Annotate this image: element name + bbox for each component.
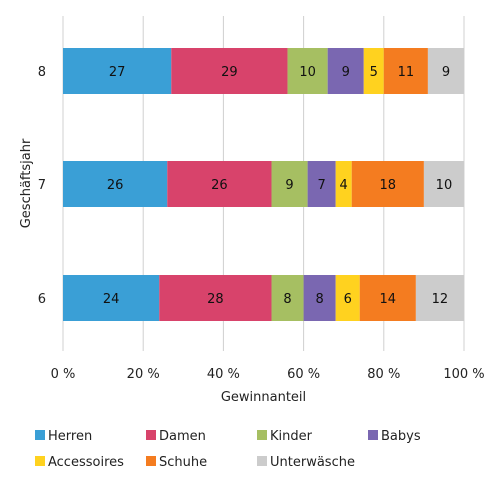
x-tick-label: 60 %	[287, 367, 320, 382]
legend-label: Kinder	[270, 429, 313, 444]
x-tick-label: 100 %	[443, 367, 484, 382]
data-label: 9	[342, 65, 350, 80]
legend-swatch	[35, 430, 45, 440]
bar-segment	[415, 275, 464, 321]
bar-segment	[307, 161, 336, 207]
bars: 27 29 10 9 5 11 9 26 26 9 7 4 18 10 24 28 8 8 6 14 12	[63, 48, 464, 321]
data-label: 4	[340, 178, 348, 193]
y-tick-label: 7	[38, 178, 46, 193]
data-label: 9	[285, 178, 293, 193]
bar-segment	[271, 275, 304, 321]
data-label: 29	[221, 65, 238, 80]
bar-segment	[63, 275, 160, 321]
x-axis-title: Gewinnanteil	[221, 390, 306, 405]
bar-segment	[159, 275, 272, 321]
bar-segment	[271, 161, 308, 207]
data-label: 26	[211, 178, 228, 193]
bar-segment	[167, 161, 272, 207]
data-label: 5	[370, 65, 378, 80]
x-tick-label: 0 %	[51, 367, 76, 382]
data-label: 8	[315, 292, 323, 307]
y-axis-title: Geschäftsjahr	[19, 138, 34, 228]
legend-label: Damen	[159, 429, 206, 444]
legend-swatch	[146, 456, 156, 466]
legend-label: Accessoires	[48, 455, 124, 470]
data-label: 10	[436, 178, 453, 193]
data-label: 8	[283, 292, 291, 307]
y-tick-label: 6	[38, 292, 46, 307]
bar-segment	[171, 48, 288, 94]
bar-segment	[63, 161, 168, 207]
legend: Herren Damen Kinder Babys Accessoires Schuhe U…	[35, 429, 421, 470]
bar-segment	[335, 275, 360, 321]
data-label: 12	[432, 292, 449, 307]
y-axis-ticks: 8 7 6	[38, 65, 46, 307]
data-label: 27	[109, 65, 126, 80]
bar-segment	[327, 48, 364, 94]
legend-label: Schuhe	[159, 455, 207, 470]
legend-swatch	[146, 430, 156, 440]
data-label: 18	[380, 178, 397, 193]
data-label: 26	[107, 178, 124, 193]
data-label: 24	[103, 292, 120, 307]
data-label: 14	[380, 292, 397, 307]
data-label: 7	[318, 178, 326, 193]
bar-segment	[359, 275, 416, 321]
bar-segment	[427, 48, 464, 94]
data-label: 6	[344, 292, 352, 307]
legend-swatch	[257, 430, 267, 440]
legend-label: Unterwäsche	[270, 455, 355, 470]
data-label: 28	[207, 292, 224, 307]
bar-segment	[303, 275, 336, 321]
bar-segment	[63, 48, 172, 94]
bar-segment	[335, 161, 352, 207]
bar-segment	[423, 161, 464, 207]
legend-swatch	[368, 430, 378, 440]
data-label: 10	[299, 65, 316, 80]
x-axis-ticks: 0 % 20 % 40 % 60 % 80 % 100 %	[51, 367, 485, 382]
x-tick-label: 40 %	[207, 367, 240, 382]
bar-segment	[363, 48, 384, 94]
x-tick-label: 80 %	[367, 367, 400, 382]
legend-swatch	[257, 456, 267, 466]
bar-segment	[287, 48, 328, 94]
bar-segment	[351, 161, 424, 207]
bar-segment	[383, 48, 428, 94]
legend-label: Babys	[381, 429, 421, 444]
x-tick-label: 20 %	[127, 367, 160, 382]
legend-label: Herren	[48, 429, 92, 444]
y-tick-label: 8	[38, 65, 46, 80]
data-label: 9	[442, 65, 450, 80]
data-label: 11	[398, 65, 415, 80]
legend-swatch	[35, 456, 45, 466]
